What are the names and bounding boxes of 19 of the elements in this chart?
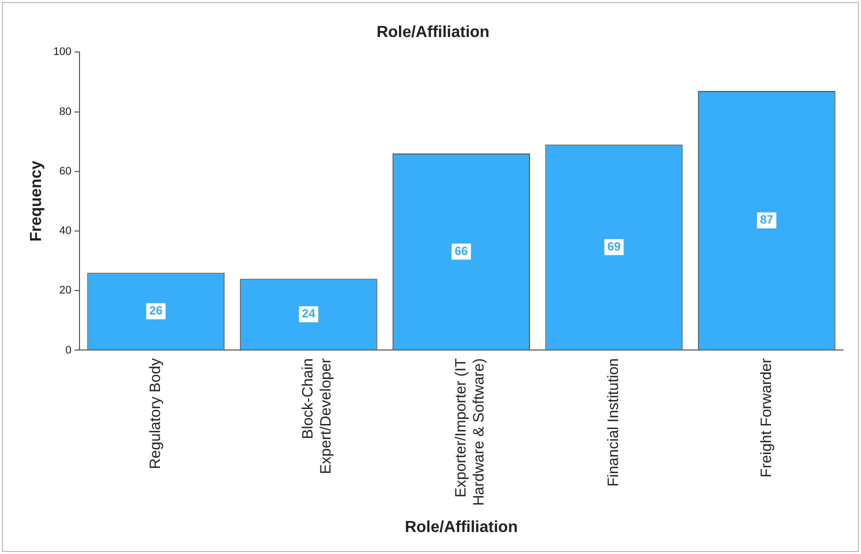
data-label: 87 (760, 212, 774, 227)
y-tick-label: 40 (59, 225, 72, 238)
x-tick-label: Freight Forwarder (758, 358, 775, 478)
data-label: 24 (302, 306, 316, 321)
y-tick-label: 0 (65, 344, 72, 356)
y-tick-label: 80 (59, 106, 72, 118)
y-tick-label: 20 (59, 284, 72, 297)
x-tick-label: Exporter/Importer (IT Hardware & Software) (452, 358, 488, 506)
x-tick-label: Financial Institution (605, 358, 622, 487)
data-label: 26 (149, 304, 163, 318)
x-axis-title: Role/Affiliation (404, 518, 518, 536)
y-axis-title: Frequency (28, 160, 46, 242)
x-tick-label: Regulatory Body (147, 358, 164, 470)
y-tick-label: 100 (53, 46, 72, 58)
y-tick-label: 60 (59, 165, 72, 178)
x-tick-label: Block-Chain Expert/Developer (300, 358, 335, 474)
chart-title: Role/Affiliation (376, 24, 490, 42)
data-label: 69 (607, 239, 621, 254)
data-label: 66 (454, 244, 468, 258)
